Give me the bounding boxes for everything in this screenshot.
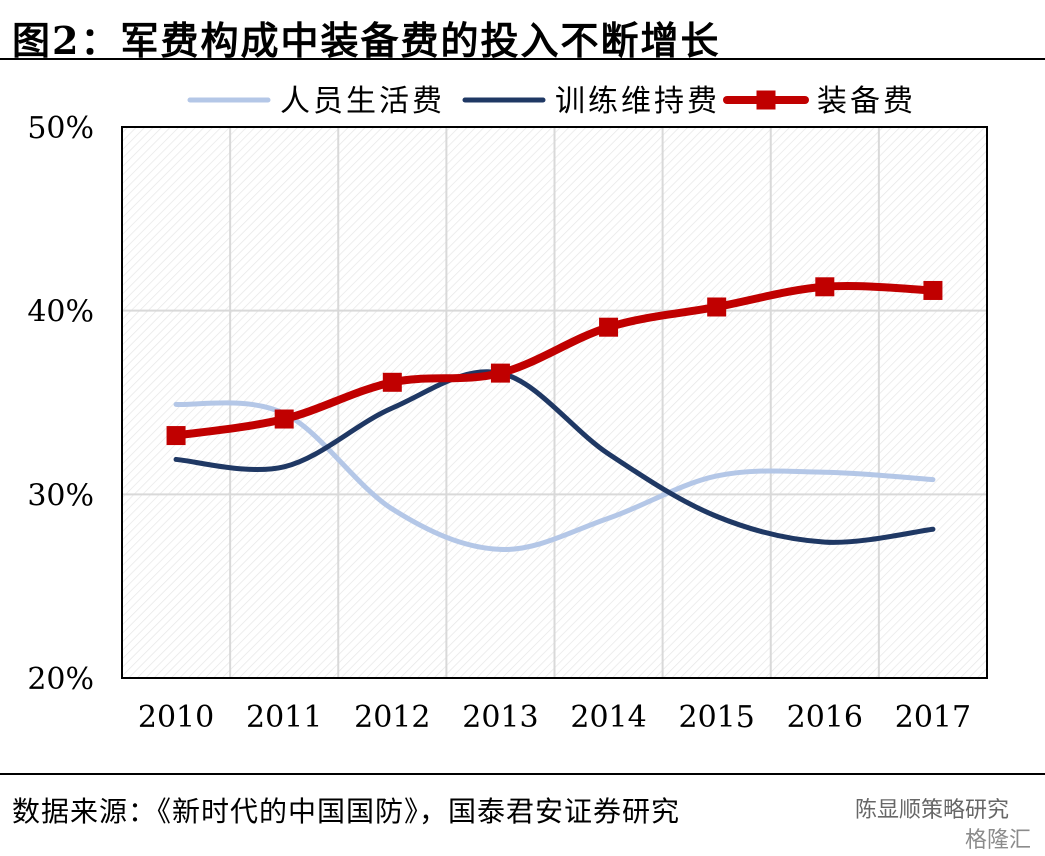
x-axis-ticks: 2010 2011 2012 2013 2014 2015 2016 2017 [138, 700, 971, 735]
data-point [166, 426, 186, 446]
data-point [599, 317, 619, 337]
x-tick-label: 2017 [895, 700, 971, 735]
y-tick-label: 40% [27, 295, 94, 330]
series-1 [173, 400, 936, 552]
x-tick-label: 2016 [787, 700, 863, 735]
x-tick-label: 2013 [462, 700, 538, 735]
data-point [707, 297, 727, 317]
title-divider [0, 58, 1045, 60]
plot-frame [121, 126, 988, 679]
legend-item-3: 装备费 [723, 84, 916, 119]
series-2 [173, 369, 936, 545]
legend-item-1: 人员生活费 [187, 84, 445, 119]
watermark-primary: 陈显顺策略研究 [854, 798, 1009, 823]
x-tick-label: 2012 [354, 700, 430, 735]
line-chart: 20%30%40%50% 2010 2011 2012 2013 2014 2015 201… [27, 84, 988, 735]
source-divider [0, 773, 1045, 775]
legend-label: 装备费 [817, 84, 916, 119]
legend: 人员生活费 训练维持费 装备费 [187, 84, 916, 119]
y-tick-label: 30% [27, 478, 94, 513]
series-group [166, 277, 943, 552]
x-tick-label: 2011 [246, 700, 322, 735]
y-tick-label: 20% [27, 662, 94, 697]
data-point [490, 363, 510, 383]
y-axis-ticks: 20% 30% 40% 50% [27, 111, 94, 697]
x-tick-label: 2015 [679, 700, 755, 735]
x-tick-label: 2010 [138, 700, 214, 735]
legend-marker [756, 90, 776, 110]
data-point [382, 372, 402, 392]
data-point [923, 280, 943, 300]
series-line [173, 400, 936, 552]
legend-item-2: 训练维持费 [462, 84, 720, 119]
data-point [815, 277, 835, 297]
watermark-secondary: 格隆汇 [964, 828, 1031, 853]
series-line [172, 282, 937, 440]
x-tick-label: 2014 [570, 700, 646, 735]
gridlines [122, 127, 987, 678]
y-tick-label: 50% [27, 111, 94, 146]
data-point [274, 409, 294, 429]
page-title: 图2：军费构成中装备费的投入不断增长 [12, 18, 721, 63]
legend-label: 训练维持费 [555, 84, 720, 119]
legend-label: 人员生活费 [280, 84, 445, 119]
series-3 [166, 277, 943, 446]
source-note: 数据来源：《新时代的中国国防》，国泰君安证券研究 [12, 795, 681, 828]
series-line [173, 369, 936, 545]
